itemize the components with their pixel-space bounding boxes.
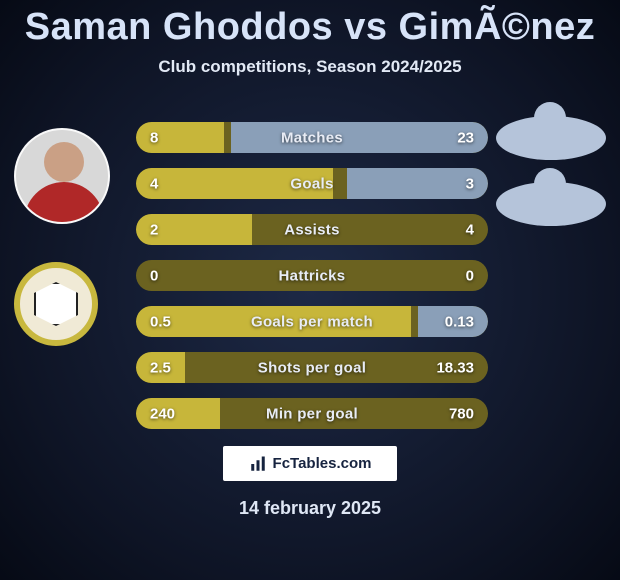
- bar-segment-right: [231, 122, 488, 153]
- value-left: 8: [150, 129, 158, 146]
- metric-label: Matches: [281, 129, 343, 146]
- metric-label: Assists: [284, 221, 339, 238]
- subtitle: Club competitions, Season 2024/2025: [0, 57, 620, 77]
- right-avatars: [496, 116, 606, 226]
- value-left: 0: [150, 267, 158, 284]
- metric-label: Goals: [290, 175, 333, 192]
- chart-icon: [249, 455, 267, 473]
- value-left: 2.5: [150, 359, 171, 376]
- club-placeholder-right: [496, 182, 606, 226]
- player-photo-left: [14, 128, 110, 224]
- date-label: 14 february 2025: [239, 498, 381, 519]
- value-left: 240: [150, 405, 175, 422]
- club-badge-left: [14, 262, 98, 346]
- bar-row: 0 0 Hattricks: [136, 260, 488, 291]
- value-right: 0.13: [445, 313, 474, 330]
- value-left: 4: [150, 175, 158, 192]
- bar-row: 4 3 Goals: [136, 168, 488, 199]
- value-right: 3: [466, 175, 474, 192]
- metric-label: Hattricks: [279, 267, 346, 284]
- bar-row: 8 23 Matches: [136, 122, 488, 153]
- bar-row: 240 780 Min per goal: [136, 398, 488, 429]
- value-right: 18.33: [436, 359, 474, 376]
- comparison-bars: 8 23 Matches 4 3 Goals 2 4 Assists 0 0 Hattricks 0.5…: [136, 122, 488, 429]
- metric-label: Shots per goal: [258, 359, 366, 376]
- bar-row: 2 4 Assists: [136, 214, 488, 245]
- source-logo: FcTables.com: [223, 446, 397, 481]
- value-left: 2: [150, 221, 158, 238]
- bar-row: 2.5 18.33 Shots per goal: [136, 352, 488, 383]
- bar-row: 0.5 0.13 Goals per match: [136, 306, 488, 337]
- value-right: 0: [466, 267, 474, 284]
- value-left: 0.5: [150, 313, 171, 330]
- metric-label: Min per goal: [266, 405, 358, 422]
- value-right: 4: [466, 221, 474, 238]
- source-logo-text: FcTables.com: [273, 455, 372, 472]
- left-avatars: [14, 128, 110, 346]
- value-right: 23: [457, 129, 474, 146]
- page-title: Saman Ghoddos vs GimÃ©nez: [0, 0, 620, 49]
- metric-label: Goals per match: [251, 313, 373, 330]
- player-placeholder-right: [496, 116, 606, 160]
- bar-segment-left: [136, 398, 220, 429]
- value-right: 780: [449, 405, 474, 422]
